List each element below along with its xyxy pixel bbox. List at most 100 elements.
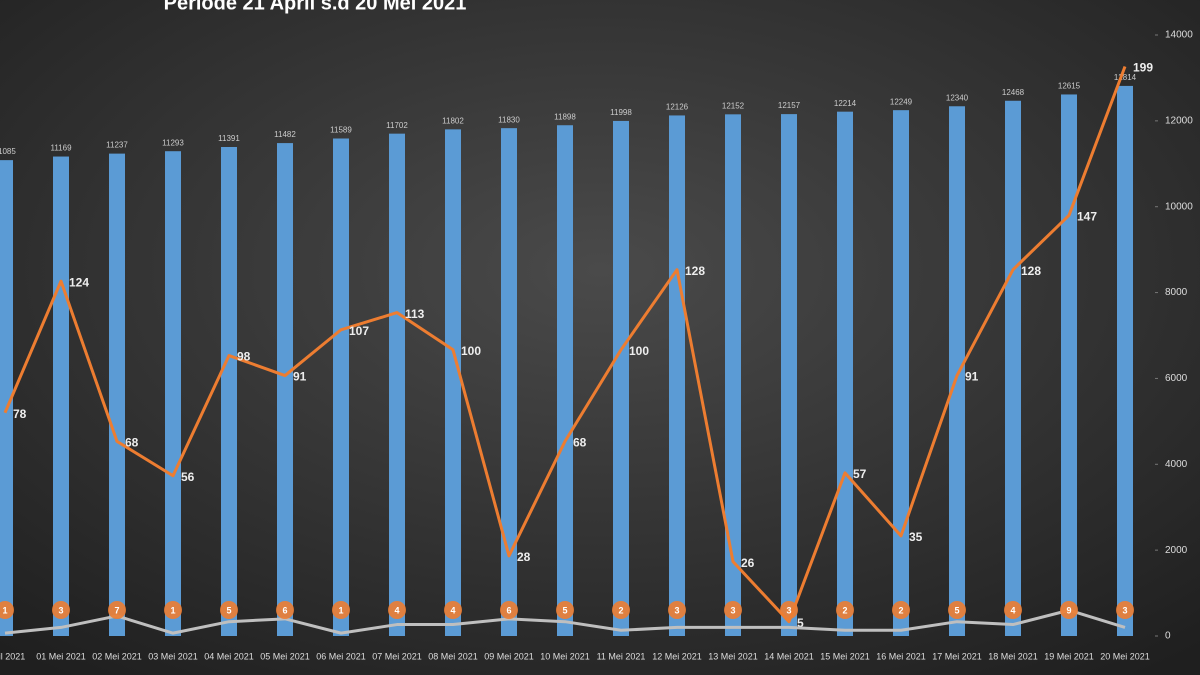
value-marker bbox=[668, 601, 686, 619]
value-marker bbox=[1060, 601, 1078, 619]
bar-value-label: 11391 bbox=[218, 134, 240, 143]
data-label: 1 bbox=[2, 605, 7, 615]
x-tick-label: 16 Mei 2021 bbox=[876, 651, 926, 661]
x-tick-label: 14 Mei 2021 bbox=[764, 651, 814, 661]
bar-value-label: 12126 bbox=[666, 103, 689, 112]
bar-value-label: 12249 bbox=[890, 97, 913, 106]
bar-value-label: 12468 bbox=[1002, 88, 1025, 97]
bar bbox=[165, 151, 181, 636]
bar bbox=[221, 147, 237, 636]
bar-value-label: 12814 bbox=[1114, 73, 1137, 82]
bar bbox=[53, 156, 69, 636]
value-marker bbox=[556, 601, 574, 619]
data-label: 3 bbox=[58, 605, 63, 615]
bar bbox=[445, 129, 461, 636]
value-marker bbox=[0, 601, 14, 619]
data-label: 4 bbox=[394, 605, 399, 615]
chart-title: Periode 21 April s.d 20 Mei 2021 bbox=[164, 0, 467, 14]
data-label: 1 bbox=[338, 605, 343, 615]
x-tick-label: 08 Mei 2021 bbox=[428, 651, 478, 661]
x-tick-label: 13 Mei 2021 bbox=[708, 651, 758, 661]
x-tick-label: 02 Mei 2021 bbox=[92, 651, 142, 661]
value-marker bbox=[612, 601, 630, 619]
x-tick-label: 05 Mei 2021 bbox=[260, 651, 310, 661]
value-marker bbox=[388, 601, 406, 619]
bar-value-label: 12214 bbox=[834, 99, 857, 108]
value-marker bbox=[1004, 601, 1022, 619]
value-marker bbox=[332, 601, 350, 619]
line-series bbox=[3, 65, 1127, 624]
data-label: 98 bbox=[237, 350, 251, 364]
bar-value-label: 11169 bbox=[50, 144, 72, 153]
data-label: 57 bbox=[853, 467, 867, 481]
data-label: 2 bbox=[898, 605, 903, 615]
data-label: 6 bbox=[506, 605, 511, 615]
x-tick-label: 09 Mei 2021 bbox=[484, 651, 534, 661]
x-tick-label: 17 Mei 2021 bbox=[932, 651, 982, 661]
bar bbox=[1061, 94, 1077, 637]
bar-value-label: 11589 bbox=[330, 126, 352, 135]
bar-value-label: 12157 bbox=[778, 101, 801, 110]
bar-value-label: 11702 bbox=[386, 121, 408, 130]
bar bbox=[109, 153, 125, 637]
value-marker bbox=[276, 601, 294, 619]
y2-tick-label: 12000 bbox=[1165, 115, 1193, 126]
bar-value-label: 11237 bbox=[106, 141, 128, 150]
x-tick-label: 01 Mei 2021 bbox=[36, 651, 86, 661]
bar-value-label: 12615 bbox=[1058, 82, 1081, 91]
value-marker bbox=[780, 601, 798, 619]
data-label: 7 bbox=[114, 605, 119, 615]
data-label: 2 bbox=[842, 605, 847, 615]
value-marker bbox=[724, 601, 742, 619]
data-label: 5 bbox=[562, 605, 567, 615]
x-tick-label: 20 Mei 2021 bbox=[1100, 651, 1150, 661]
data-label: 56 bbox=[181, 470, 195, 484]
bar bbox=[837, 111, 853, 637]
data-label: 91 bbox=[293, 370, 307, 384]
data-label: 4 bbox=[450, 605, 455, 615]
data-label: 6 bbox=[282, 605, 287, 615]
data-label: 199 bbox=[1133, 61, 1153, 75]
bar bbox=[389, 133, 405, 637]
line-series bbox=[4, 608, 1126, 635]
value-marker bbox=[108, 601, 126, 619]
data-label: 5 bbox=[954, 605, 959, 615]
bar-value-label: 11998 bbox=[610, 108, 632, 117]
value-marker bbox=[52, 601, 70, 619]
bar-value-label: 11898 bbox=[554, 112, 576, 121]
data-label: 5 bbox=[226, 605, 231, 615]
bar bbox=[1117, 85, 1133, 637]
data-label: 68 bbox=[573, 436, 587, 450]
bar bbox=[669, 115, 685, 637]
y2-tick-label: 10000 bbox=[1165, 201, 1193, 212]
data-label: 3 bbox=[730, 605, 735, 615]
x-tick-label: 15 Mei 2021 bbox=[820, 651, 870, 661]
bar bbox=[725, 114, 741, 636]
x-tick-label: 11 Mei 2021 bbox=[597, 651, 646, 661]
bar bbox=[0, 160, 13, 636]
data-label: 3 bbox=[786, 605, 791, 615]
data-label: 3 bbox=[674, 605, 679, 615]
bar bbox=[893, 110, 909, 637]
bar bbox=[949, 106, 965, 637]
x-tick-label: 10 Mei 2021 bbox=[540, 651, 590, 661]
bar-value-label: 12152 bbox=[722, 101, 745, 110]
value-marker bbox=[164, 601, 182, 619]
bar-value-label: 11482 bbox=[274, 130, 296, 139]
value-marker bbox=[1116, 601, 1134, 619]
data-label: 91 bbox=[965, 370, 979, 384]
data-label: 1 bbox=[170, 605, 175, 615]
x-tick-label: 03 Mei 2021 bbox=[148, 651, 198, 661]
bar bbox=[333, 138, 349, 636]
bar bbox=[501, 128, 517, 636]
data-label: 107 bbox=[349, 324, 369, 338]
y2-tick-label: 6000 bbox=[1165, 373, 1188, 384]
data-label: 113 bbox=[405, 307, 425, 321]
bar bbox=[613, 120, 629, 637]
y2-tick-label: 14000 bbox=[1165, 30, 1193, 41]
x-tick-label: 04 Mei 2021 bbox=[204, 651, 254, 661]
value-marker bbox=[220, 601, 238, 619]
